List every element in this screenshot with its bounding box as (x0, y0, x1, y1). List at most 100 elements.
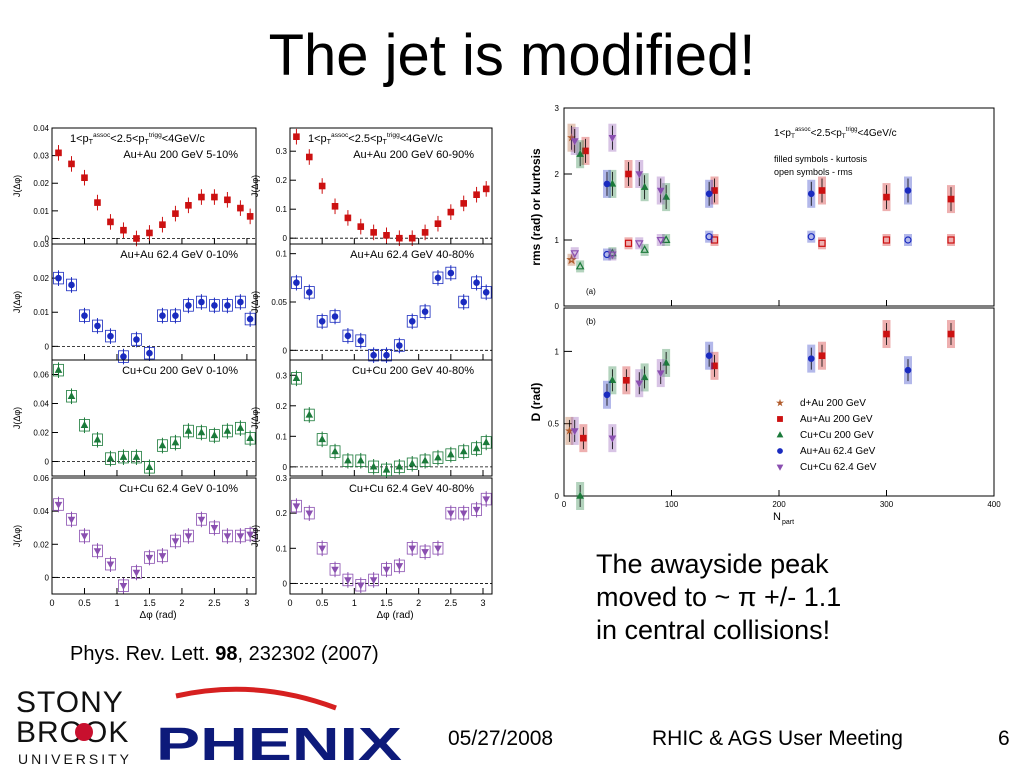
systematic-band (576, 260, 585, 273)
x-tick-label: 2 (179, 598, 184, 608)
data-point (473, 279, 480, 286)
data-point (107, 332, 114, 340)
data-point (158, 441, 167, 449)
data-point (472, 506, 481, 514)
y-tick-label: 0.2 (276, 176, 288, 185)
D-point (576, 491, 584, 499)
data-point (473, 191, 480, 198)
y-tick-label: 0.03 (33, 152, 49, 161)
y-tick-label: 0.01 (33, 308, 49, 317)
data-point (408, 318, 416, 325)
data-point (344, 577, 352, 585)
y-tick-label: 0.5 (548, 420, 560, 429)
data-point (434, 453, 442, 461)
systematic-box (393, 460, 405, 474)
y-tick-label: 0.2 (276, 402, 288, 411)
data-point (210, 525, 219, 532)
caption-line-2: moved to ~ π +/- 1.1 (596, 582, 842, 612)
y-tick-label: 0 (45, 234, 50, 243)
data-point (145, 554, 154, 562)
footer-event: RHIC & AGS User Meeting (652, 727, 903, 750)
systematic-band (807, 230, 816, 243)
D-point (608, 435, 617, 443)
data-point (344, 332, 352, 340)
data-point (305, 153, 313, 161)
systematic-box (183, 424, 194, 438)
data-point (434, 220, 442, 227)
systematic-box (131, 333, 142, 346)
legend-entry: Au+Au 200 GeV (800, 414, 873, 425)
systematic-box (92, 433, 103, 446)
kinematics-label: 1<pTassoc<2.5<pTtrigg<4GeV/c (774, 127, 897, 140)
systematic-box (183, 529, 194, 543)
systematic-box (79, 309, 90, 322)
systematic-box (209, 429, 220, 442)
data-point (331, 566, 339, 574)
D-point (635, 380, 644, 388)
kurtosis-point (904, 187, 912, 194)
data-point (106, 561, 115, 569)
footer-page-number: 6 (998, 727, 1010, 750)
systematic-box (291, 276, 302, 289)
legend-marker (776, 464, 784, 471)
systematic-box (316, 542, 328, 555)
systematic-box (393, 339, 405, 352)
legend-marker (776, 398, 784, 407)
y-tick-label: 0.1 (276, 432, 288, 441)
panel-1: 0 0.01 0.02 0.03 0.04 Au+Au 200 GeV 5-10% 1<pT… (12, 124, 257, 247)
data-point (331, 313, 339, 320)
data-point (68, 160, 75, 168)
kurtosis-point (705, 190, 713, 198)
panel-label: Cu+Cu 200 GeV 40-80% (352, 365, 474, 377)
data-point (460, 298, 467, 306)
data-point (224, 196, 231, 204)
data-point (459, 447, 468, 455)
citation-journal: Phys. Rev. Lett. (70, 643, 216, 665)
rms-point (661, 235, 671, 243)
x-axis-label-subscript: part (782, 519, 794, 526)
data-point (382, 566, 391, 574)
citation-volume: 98 (215, 643, 238, 665)
x-axis-label: Δφ (rad) (140, 610, 177, 621)
D-point (711, 362, 718, 370)
systematic-box (303, 286, 315, 299)
panel-frame (51, 477, 257, 595)
x-tick-label: 1 (114, 598, 119, 608)
data-point (382, 465, 391, 473)
data-point (369, 577, 378, 585)
systematic-band (635, 237, 644, 250)
systematic-box (170, 436, 181, 449)
caption-line-1: The awayside peak (596, 549, 829, 579)
systematic-box (329, 310, 341, 323)
panel-8: 0 0.1 0.2 0.3 Cu+Cu 62.4 GeV 40-80% J(Δφ) (250, 474, 493, 595)
systematic-band (662, 234, 671, 246)
data-point (293, 133, 300, 140)
data-point (171, 438, 180, 446)
systematic-box (66, 513, 77, 526)
y-axis-label: D (rad) (529, 383, 543, 422)
y-tick-label: 0.1 (276, 544, 288, 553)
D-point (705, 352, 713, 360)
data-point (370, 351, 377, 359)
systematic-box (244, 528, 256, 541)
y-tick-label: 3 (555, 104, 560, 113)
kurtosis-point (711, 187, 718, 194)
y-axis-label: J(Δφ) (12, 175, 22, 197)
systematic-box (235, 295, 246, 309)
npart-dependence-chart: 0 1 2 3 (a) rms (rad) or kurtosis 1<pTassoc<2.… (529, 104, 1001, 526)
systematic-box (244, 312, 256, 326)
x-tick-label: 0.5 (316, 598, 329, 608)
panel-frame (51, 127, 257, 245)
slide-title: The jet is modified! (268, 23, 756, 88)
x-tick-label: 300 (880, 500, 894, 509)
systematic-box (131, 566, 142, 579)
data-point (421, 456, 429, 464)
D-point (818, 352, 826, 360)
panel-a-tag: (a) (586, 287, 596, 296)
systematic-box (157, 309, 168, 322)
systematic-box (381, 563, 392, 576)
systematic-box (419, 305, 431, 318)
systematic-box (355, 579, 367, 592)
data-point (396, 342, 403, 349)
y-tick-label: 1 (555, 347, 560, 356)
